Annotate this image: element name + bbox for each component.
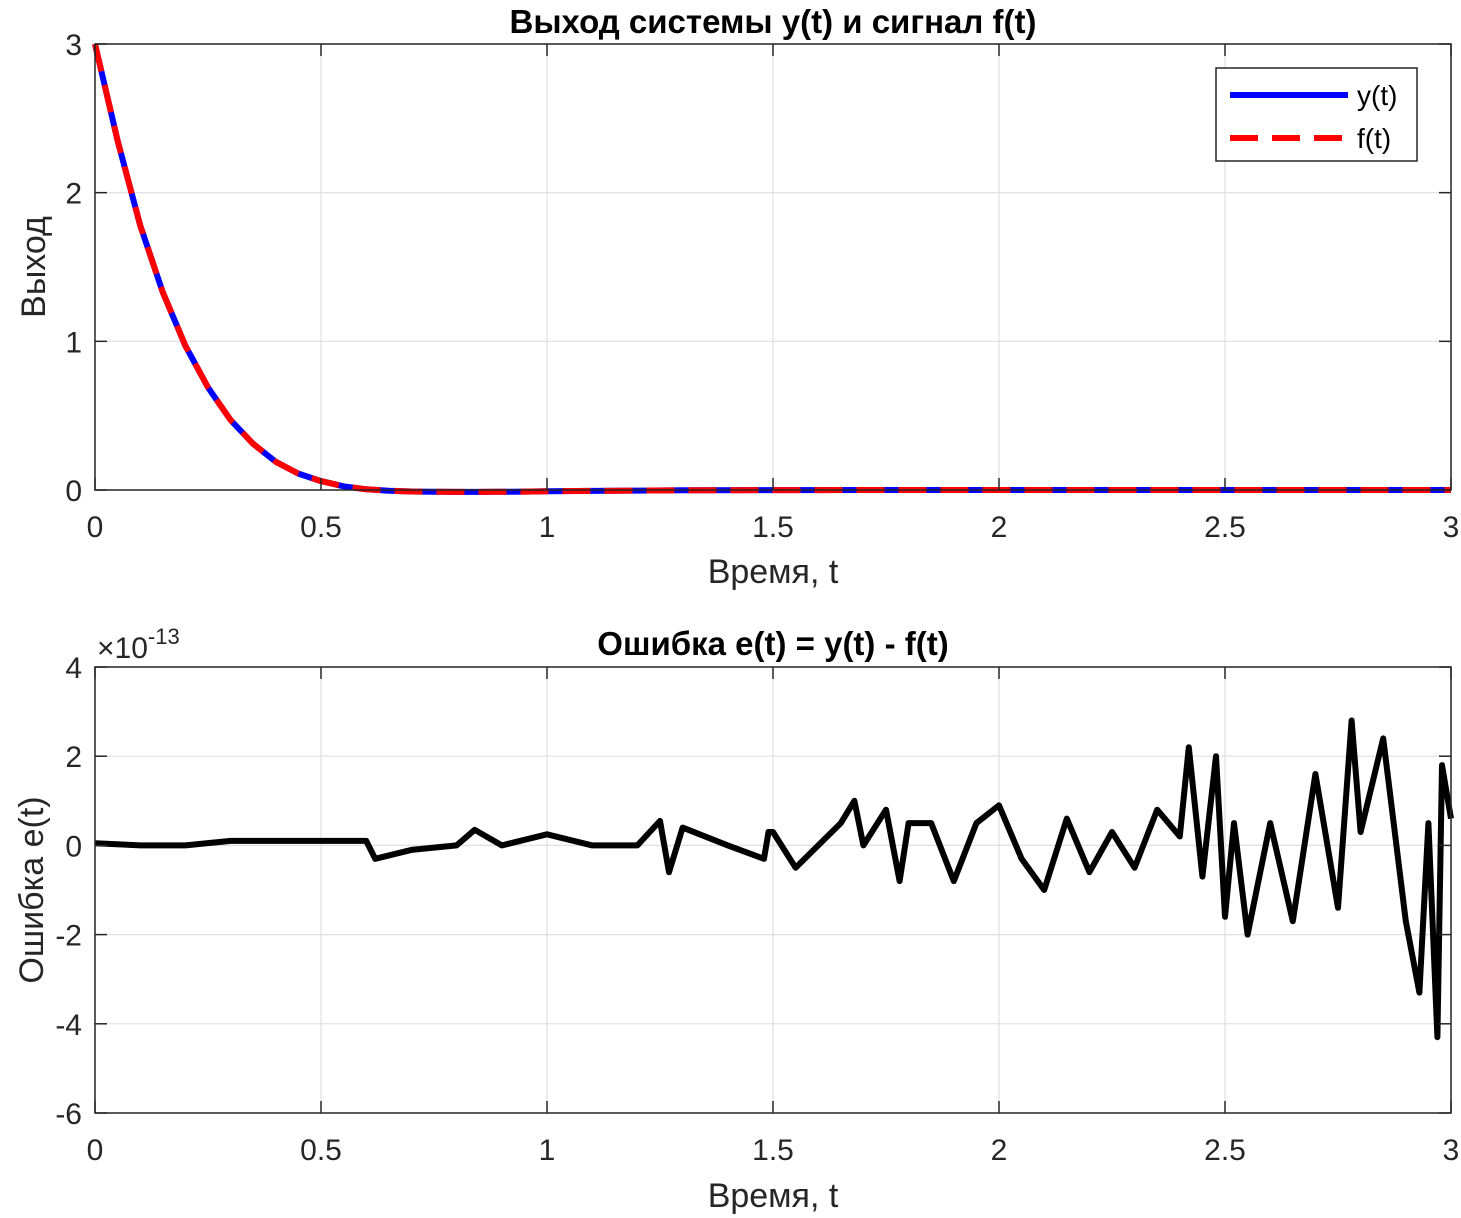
- bottom-y-tick-label: 4: [65, 652, 82, 685]
- top-y-tick-label: 3: [65, 29, 82, 62]
- top-x-tick-label: 1.5: [752, 511, 794, 544]
- top-x-tick-labels: 0 0.5 1 1.5 2 2.5 3: [87, 511, 1460, 544]
- top-subplot: 0 0.5 1 1.5 2 2.5 3 0 1 2 3 Выход системы y(t) и …: [15, 3, 1459, 591]
- top-x-tick-label: 0: [87, 511, 104, 544]
- bottom-y-tick-labels: -6 -4 -2 0 2 4: [55, 652, 82, 1131]
- bottom-x-tick-label: 0: [87, 1134, 104, 1167]
- bottom-y-tick-label: -4: [55, 1009, 82, 1042]
- bottom-chart-title: Ошибка e(t) = y(t) - f(t): [597, 625, 948, 662]
- bottom-x-tick-label: 0.5: [300, 1134, 342, 1167]
- bottom-x-tick-label: 1: [539, 1134, 556, 1167]
- top-x-tick-label: 2: [991, 511, 1008, 544]
- bottom-x-tick-label: 1.5: [752, 1134, 794, 1167]
- bottom-x-tick-label: 2: [991, 1134, 1008, 1167]
- bottom-x-axis-label: Время, t: [708, 1177, 839, 1215]
- bottom-y-tick-label: 0: [65, 830, 82, 863]
- bottom-y-tick-label: -6: [55, 1098, 82, 1131]
- top-y-tick-label: 2: [65, 178, 82, 211]
- top-legend: y(t) f(t): [1215, 67, 1418, 162]
- error-series-line: [94, 717, 1454, 1041]
- bottom-data-lines: [94, 717, 1454, 1041]
- top-chart-title: Выход системы y(t) и сигнал f(t): [510, 3, 1037, 40]
- legend-label-f: f(t): [1357, 123, 1391, 154]
- legend-label-y: y(t): [1357, 80, 1397, 111]
- bottom-x-tick-label: 2.5: [1204, 1134, 1246, 1167]
- top-y-tick-label: 0: [65, 475, 82, 508]
- top-y-tick-labels: 0 1 2 3: [65, 29, 82, 508]
- top-x-tick-label: 0.5: [300, 511, 342, 544]
- top-y-axis-label: Выход: [15, 216, 53, 318]
- top-x-tick-label: 3: [1443, 511, 1460, 544]
- top-x-axis-label: Время, t: [708, 553, 839, 591]
- top-tick-marks: [94, 43, 1452, 491]
- bottom-x-tick-label: 3: [1443, 1134, 1460, 1167]
- top-x-tick-label: 2.5: [1204, 511, 1246, 544]
- top-x-tick-label: 1: [539, 511, 556, 544]
- bottom-y-axis-label: Ошибка e(t): [13, 796, 51, 983]
- bottom-tick-marks: [94, 666, 1452, 1114]
- top-y-tick-label: 1: [65, 326, 82, 359]
- bottom-y-tick-label: -2: [55, 920, 82, 953]
- bottom-y-tick-label: 2: [65, 741, 82, 774]
- y-scale-exponent: ×10-13: [97, 624, 180, 665]
- legend-box: [1215, 67, 1418, 162]
- bottom-subplot: 0 0.5 1 1.5 2 2.5 3 -6 -4 -2 0 2 4 Ошибка e(t) = y(…: [13, 624, 1459, 1215]
- bottom-x-tick-labels: 0 0.5 1 1.5 2 2.5 3: [87, 1134, 1460, 1167]
